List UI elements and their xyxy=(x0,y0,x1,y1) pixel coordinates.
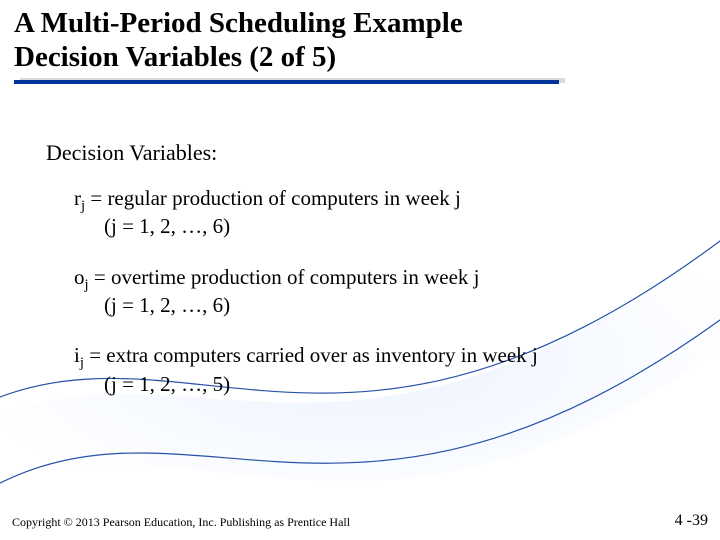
section-heading: Decision Variables: xyxy=(46,140,690,166)
var-symbol: r xyxy=(74,186,81,210)
title-underline xyxy=(14,80,559,84)
var-symbol: o xyxy=(74,265,85,289)
var-definition: regular production of computers in week … xyxy=(107,186,460,210)
var-subscript: j xyxy=(81,198,85,214)
equals-sign: = xyxy=(89,343,106,367)
page-number: 4 -39 xyxy=(675,512,708,530)
slide: A Multi-Period Scheduling Example Decisi… xyxy=(0,0,720,540)
variable-o: oj = overtime production of computers in… xyxy=(74,263,690,320)
copyright-text: Copyright © 2013 Pearson Education, Inc.… xyxy=(12,515,350,530)
var-domain: (j = 1, 2, …, 6) xyxy=(74,212,690,240)
title-line-1: A Multi-Period Scheduling Example xyxy=(14,6,706,40)
title-line-2: Decision Variables (2 of 5) xyxy=(14,40,706,74)
var-definition: extra computers carried over as inventor… xyxy=(106,343,538,367)
equals-sign: = xyxy=(94,265,111,289)
content-area: Decision Variables: rj = regular product… xyxy=(46,140,690,420)
footer: Copyright © 2013 Pearson Education, Inc.… xyxy=(12,512,708,530)
var-subscript: j xyxy=(80,356,84,372)
equals-sign: = xyxy=(90,186,107,210)
var-subscript: j xyxy=(85,277,89,293)
var-domain: (j = 1, 2, …, 6) xyxy=(74,291,690,319)
variable-r: rj = regular production of computers in … xyxy=(74,184,690,241)
var-definition: overtime production of computers in week… xyxy=(111,265,480,289)
title-block: A Multi-Period Scheduling Example Decisi… xyxy=(14,6,706,83)
variable-i: ij = extra computers carried over as inv… xyxy=(74,341,690,398)
var-domain: (j = 1, 2, …, 5) xyxy=(74,370,690,398)
